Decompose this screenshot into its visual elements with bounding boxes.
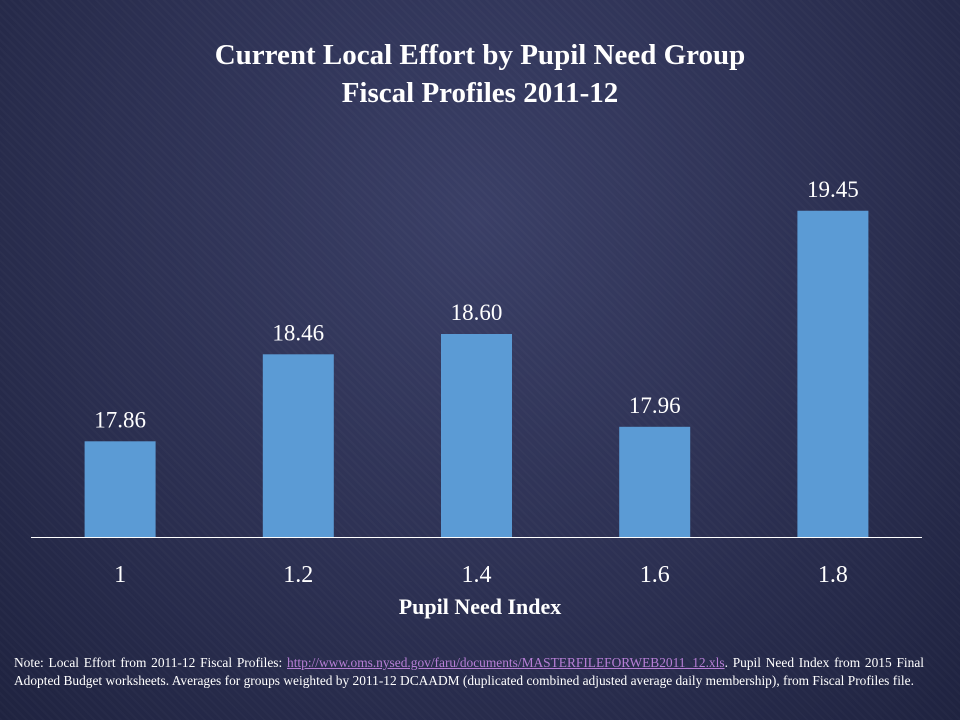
chart-title: Current Local Effort by Pupil Need Group… [0, 36, 960, 112]
bar-1.8 [797, 210, 869, 537]
data-label-1: 17.86 [94, 407, 146, 432]
x-tick-label-1: 1 [114, 562, 126, 588]
bar-1.4 [441, 334, 512, 537]
data-label-1.8: 19.45 [807, 177, 859, 202]
bar-chart: 17.86 1 18.46 1.2 18.60 1.4 17.96 1.6 19.45 1.8 [84, 177, 869, 588]
footnote-suffix: . Pupil Need Index from 2015 Final Adopt… [14, 655, 924, 688]
x-tick-label-1.2: 1.2 [283, 562, 313, 588]
x-axis-label: Pupil Need Index [398, 594, 562, 619]
x-tick-label-1.4: 1.4 [462, 562, 492, 588]
bar-1.2 [262, 354, 334, 537]
data-label-1.4: 18.60 [451, 300, 503, 325]
x-tick-label-1.8: 1.8 [818, 562, 848, 588]
bar-1.6 [619, 426, 691, 537]
bar-1 [84, 441, 156, 537]
footnote: Note: Local Effort from 2011-12 Fiscal P… [14, 654, 924, 690]
x-tick-label-1.6: 1.6 [640, 562, 670, 588]
footnote-prefix: Note: Local Effort from 2011-12 Fiscal P… [14, 655, 288, 670]
chart-title-line-1: Current Local Effort by Pupil Need Group [214, 39, 746, 71]
source-link[interactable]: http://www.oms.nysed.gov/faru/documents/… [287, 655, 725, 670]
chart-subtitle: Fiscal Profiles 2011-12 [341, 77, 619, 109]
data-label-1.6: 17.96 [629, 393, 681, 418]
data-label-1.2: 18.46 [272, 320, 324, 345]
